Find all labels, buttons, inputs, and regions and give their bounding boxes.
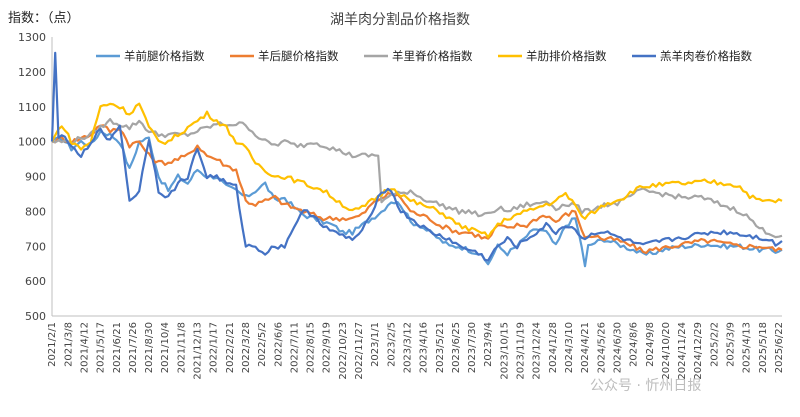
x-tick-label: 2022/5/2 [257,322,268,367]
legend-label: 羊后腿价格指数 [258,49,339,63]
x-tick-label: 2024/9/8 [645,322,656,367]
legend-label: 羊前腿价格指数 [124,49,205,63]
x-tick-label: 2024/12/29 [693,322,704,380]
x-tick-label: 2021/8/30 [144,322,155,373]
x-tick-label: 2025/3/9 [726,322,737,367]
x-tick-label: 2023/5/21 [435,322,446,373]
x-tick-label: 2022/7/11 [289,322,300,373]
watermark: 公众号 · 忻州日报 [590,378,702,394]
y-tick-label: 1100 [18,101,46,114]
series-line [51,117,783,239]
y-tick-label: 800 [25,205,46,218]
series-line [50,51,783,262]
legend-label: 羊里脊价格指数 [392,49,473,63]
x-tick-label: 2024/8/6 [629,322,640,367]
x-tick-label: 2024/11/24 [677,322,688,380]
series-line [51,102,783,239]
x-tick-label: 2023/10/15 [499,322,510,380]
x-tick-label: 2022/9/19 [322,322,333,373]
x-tick-label: 2021/2/1 [47,322,58,367]
x-tick-label: 2022/11/27 [354,322,365,380]
chart-title: 湖羊肉分割品价格指数 [330,12,470,28]
y-tick-label: 1000 [18,136,46,149]
x-tick-label: 2023/2/5 [386,322,397,367]
x-tick-label: 2022/10/23 [338,322,349,380]
series-line [51,130,783,268]
x-tick-label: 2023/4/16 [419,322,430,373]
x-tick-label: 2025/2/2 [709,322,720,367]
x-tick-label: 2023/11/19 [516,322,527,380]
x-tick-label: 2023/7/30 [467,322,478,373]
x-tick-label: 2025/6/22 [774,322,785,373]
legend-label: 羊肋排价格指数 [526,49,607,63]
x-tick-label: 2024/4/21 [580,322,591,373]
y-tick-label: 1300 [18,31,46,44]
y-axis-unit-label: 指数：（点） [8,11,80,26]
x-tick-label: 2021/6/21 [112,322,123,373]
x-tick-label: 2022/3/28 [241,322,252,373]
x-tick-label: 2025/5/18 [758,322,769,373]
series-line [51,124,783,254]
y-tick-label: 1200 [18,66,46,79]
x-tick-label: 2021/5/17 [96,322,107,373]
x-tick-label: 2021/10/4 [160,322,171,373]
x-tick-label: 2021/7/26 [128,322,139,373]
x-tick-label: 2022/8/15 [306,322,317,373]
x-tick-label: 2022/1/17 [209,322,220,373]
x-tick-label: 2024/3/10 [564,322,575,373]
x-tick-label: 2024/6/30 [612,322,623,373]
legend-label: 羔羊肉卷价格指数 [660,49,752,63]
y-tick-label: 600 [25,275,46,288]
x-tick-label: 2024/10/20 [661,322,672,380]
x-tick-label: 2021/11/8 [176,322,187,373]
x-tick-label: 2022/6/6 [273,322,284,367]
x-tick-label: 2025/4/13 [742,322,753,373]
x-tick-label: 2023/1/1 [370,322,381,367]
x-tick-label: 2023/12/24 [532,322,543,380]
x-tick-label: 2022/2/21 [225,322,236,373]
x-tick-label: 2021/3/8 [63,322,74,367]
x-tick-label: 2023/3/12 [403,322,414,373]
x-tick-label: 2023/9/4 [483,322,494,367]
y-tick-label: 900 [25,171,46,184]
x-tick-label: 2021/4/12 [80,322,91,373]
x-tick-label: 2024/5/26 [596,322,607,373]
x-tick-label: 2024/1/28 [548,322,559,373]
y-tick-label: 500 [25,310,46,323]
x-tick-label: 2023/6/25 [451,322,462,373]
x-tick-label: 2021/12/13 [193,322,204,380]
y-tick-label: 700 [25,240,46,253]
